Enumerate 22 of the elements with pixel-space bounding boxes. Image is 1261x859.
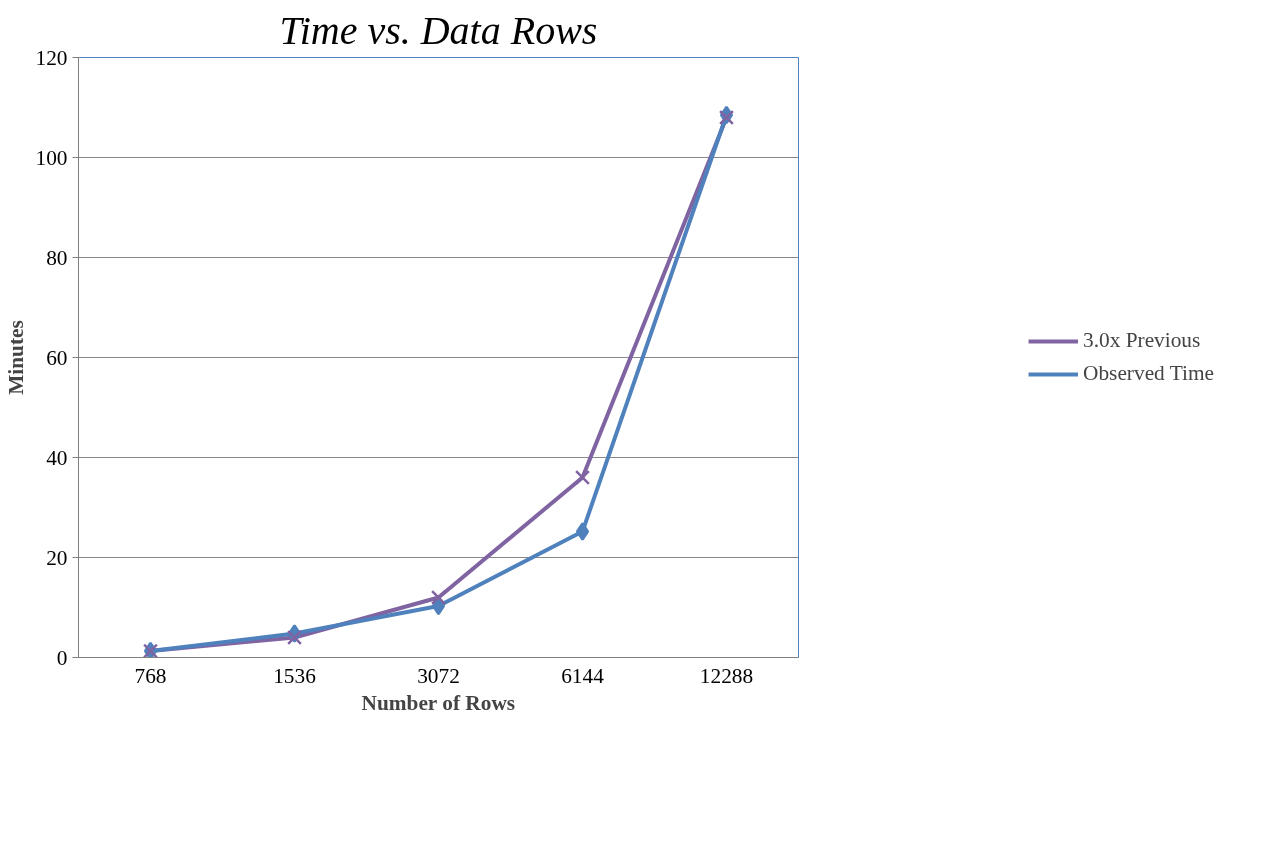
x-tick-label: 6144 bbox=[561, 663, 605, 688]
x-tick-label: 1536 bbox=[273, 663, 317, 688]
y-tick-label: 40 bbox=[46, 445, 68, 470]
point bbox=[430, 589, 447, 606]
y-tick-label: 100 bbox=[35, 145, 68, 170]
y-tick-label: 80 bbox=[46, 245, 68, 270]
y-tick-label: 60 bbox=[46, 345, 68, 370]
legend-label: 3.0x Previous bbox=[1083, 328, 1201, 353]
y-tick-label: 20 bbox=[46, 545, 68, 570]
point bbox=[286, 629, 303, 646]
x-tick-label: 3072 bbox=[417, 663, 460, 688]
point bbox=[718, 109, 735, 126]
x-tick-label: 12288 bbox=[699, 663, 754, 688]
legend-label: Observed Time bbox=[1083, 361, 1214, 386]
chart-title: Time vs. Data Rows bbox=[279, 7, 598, 53]
x-axis-title: Number of Rows bbox=[361, 690, 516, 715]
y-tick-label: 0 bbox=[56, 645, 68, 670]
y-axis-title: Minutes bbox=[3, 320, 28, 395]
point bbox=[575, 522, 590, 541]
point bbox=[574, 469, 591, 486]
y-tick-label: 120 bbox=[35, 45, 68, 70]
x-tick-label: 768 bbox=[134, 663, 167, 688]
